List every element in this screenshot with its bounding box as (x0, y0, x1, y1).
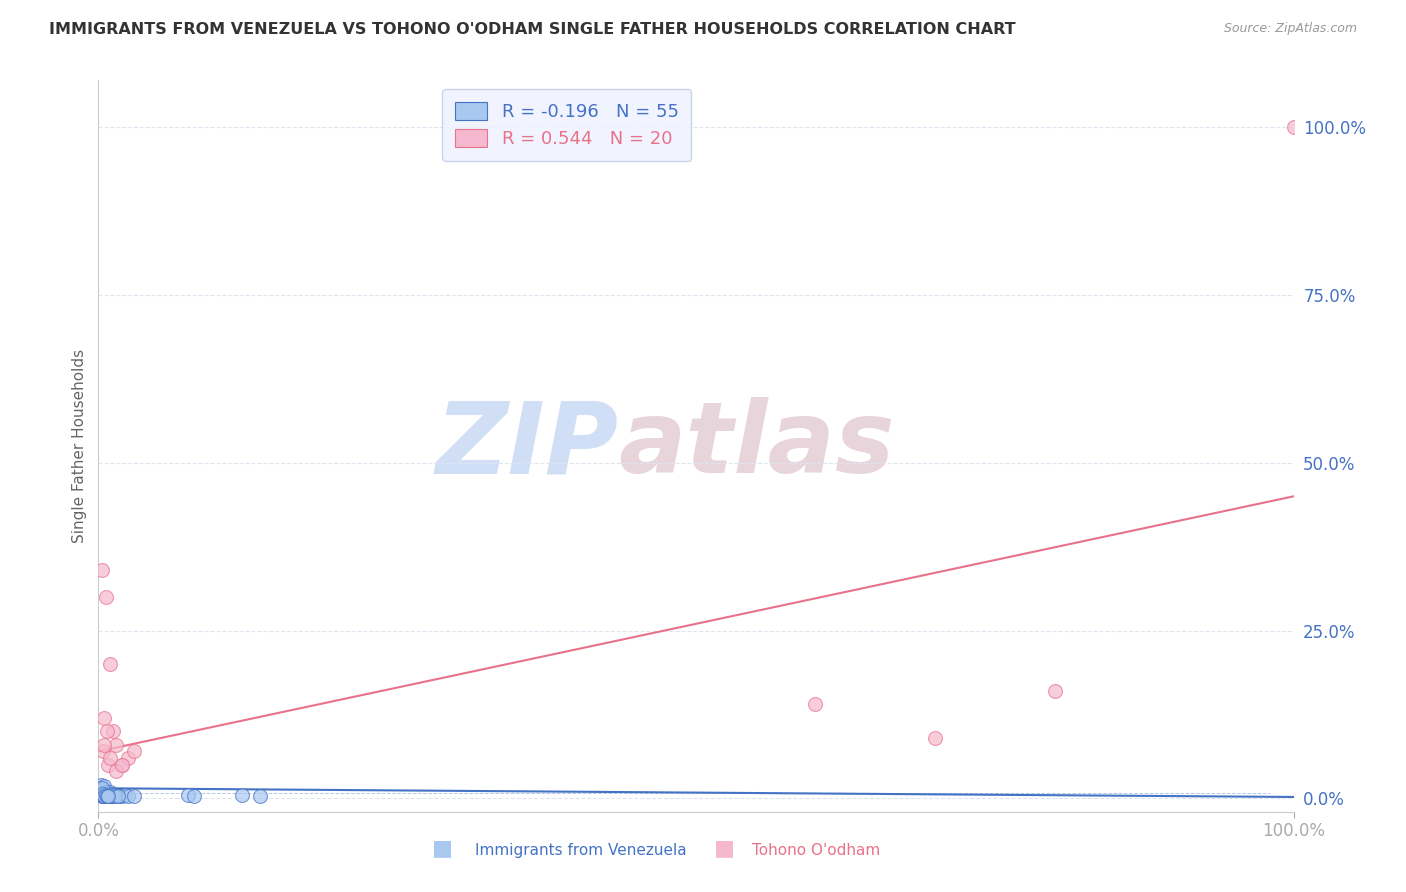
Text: Source: ZipAtlas.com: Source: ZipAtlas.com (1223, 22, 1357, 36)
Point (101, 724, 124, 739)
Point (100, 789, 122, 803)
Point (94, 590, 117, 604)
Point (96, 786, 118, 800)
Point (98, 657, 122, 671)
Point (94, 788, 117, 802)
Point (91, 787, 114, 801)
Point (98, 751, 122, 765)
Point (98, 784, 122, 798)
Point (97, 789, 120, 803)
Point (94, 788, 117, 802)
Point (107, 789, 129, 803)
Point (183, 789, 205, 803)
Text: ■: ■ (433, 838, 453, 858)
Point (114, 788, 136, 802)
Point (89, 788, 111, 802)
Point (924, 731, 946, 745)
Point (91, 786, 114, 800)
Point (97, 789, 120, 803)
Point (91, 563, 114, 577)
Point (90, 784, 112, 798)
Point (124, 744, 146, 758)
Point (94, 784, 117, 798)
Point (98, 788, 121, 802)
Point (93, 787, 115, 801)
Point (97, 787, 120, 801)
Point (111, 757, 134, 772)
Point (97, 789, 120, 804)
Point (101, 788, 124, 802)
Point (105, 764, 128, 779)
Point (94, 788, 117, 802)
Point (98, 787, 121, 801)
Point (93, 789, 115, 804)
Point (93, 789, 115, 803)
Point (96, 789, 118, 803)
Legend: R = -0.196   N = 55, R = 0.544   N = 20: R = -0.196 N = 55, R = 0.544 N = 20 (441, 89, 692, 161)
Point (91, 786, 114, 800)
Point (91, 789, 114, 804)
Point (96, 789, 118, 804)
Point (96, 788, 118, 802)
Point (804, 698, 827, 712)
Point (231, 788, 253, 802)
Point (91, 789, 114, 803)
Text: ZIP: ZIP (436, 398, 619, 494)
Point (91, 783, 114, 797)
Point (98, 789, 121, 804)
Point (117, 789, 139, 803)
Point (98, 789, 122, 803)
Point (91, 787, 114, 801)
Point (1043, 684, 1066, 698)
Text: ■: ■ (714, 838, 734, 858)
Point (91, 744, 114, 758)
Point (1282, 120, 1305, 135)
Point (91, 787, 114, 801)
Point (105, 738, 128, 752)
Point (93, 779, 115, 793)
Point (97, 757, 120, 772)
Point (93, 711, 115, 725)
Text: atlas: atlas (619, 398, 894, 494)
Point (93, 789, 115, 803)
Point (104, 789, 127, 804)
Text: Tohono O'odham: Tohono O'odham (752, 843, 880, 858)
Point (101, 787, 124, 801)
Point (90, 778, 112, 792)
Point (111, 757, 134, 772)
Point (90, 788, 112, 802)
Point (111, 789, 134, 804)
Point (96, 789, 118, 804)
Text: Immigrants from Venezuela: Immigrants from Venezuela (475, 843, 688, 858)
Text: IMMIGRANTS FROM VENEZUELA VS TOHONO O'ODHAM SINGLE FATHER HOUSEHOLDS CORRELATION: IMMIGRANTS FROM VENEZUELA VS TOHONO O'OD… (49, 22, 1015, 37)
Point (96, 789, 118, 804)
Point (107, 789, 129, 803)
Point (117, 751, 139, 765)
Point (124, 789, 146, 804)
Y-axis label: Single Father Households: Single Father Households (72, 349, 87, 543)
Point (96, 724, 118, 739)
Point (89, 781, 111, 796)
Point (105, 788, 128, 802)
Point (103, 789, 125, 804)
Point (177, 788, 200, 802)
Point (91, 781, 114, 796)
Point (93, 738, 115, 752)
Point (94, 787, 117, 801)
Point (249, 789, 271, 803)
